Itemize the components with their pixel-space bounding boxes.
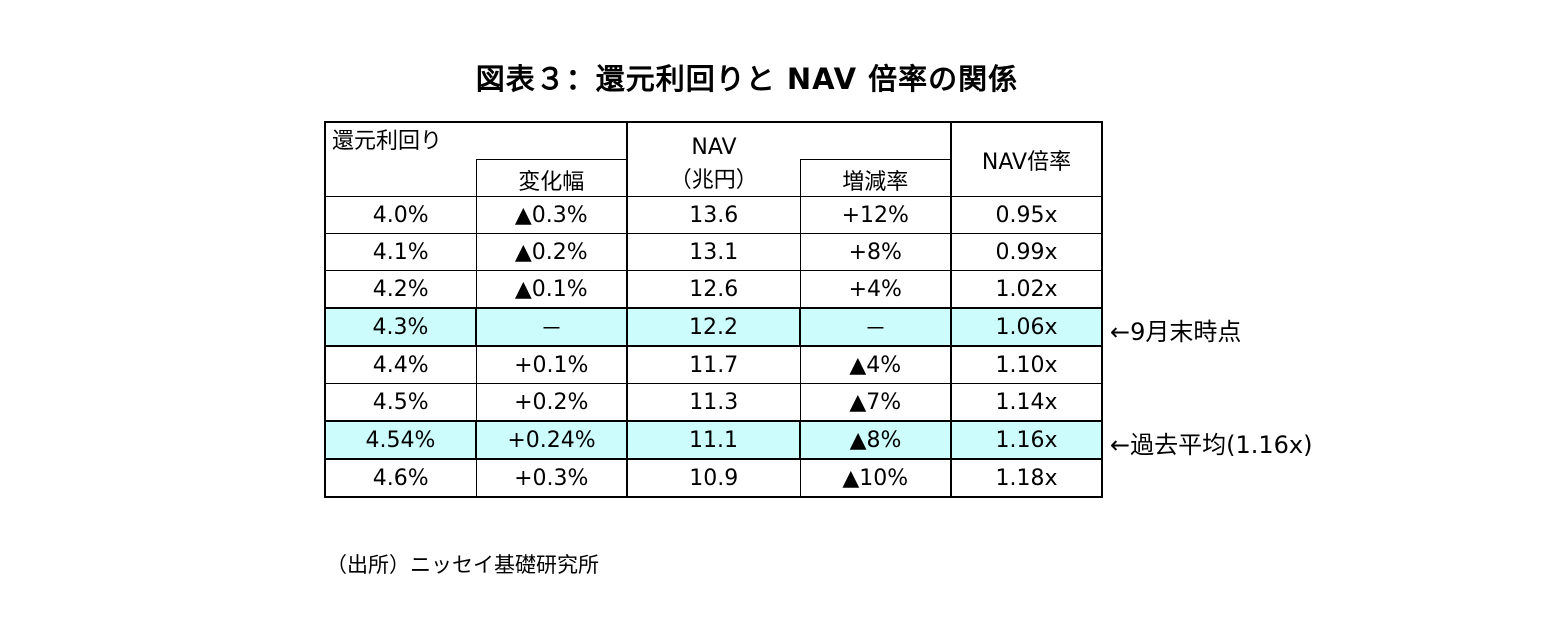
header-nav-unit: （兆円） — [626, 159, 801, 197]
cell-nav-change: +8% — [799, 233, 952, 271]
cell-nav-change: ▲10% — [799, 458, 952, 498]
header-nav-multiple: NAV倍率 — [950, 121, 1103, 197]
cell-yield-change: ▲0.1% — [475, 270, 628, 309]
cell-nav: 13.6 — [626, 196, 801, 234]
cell-yield-change: ▲0.3% — [475, 196, 628, 234]
table-row: 4.4% +0.1% 11.7 ▲4% 1.10x — [324, 345, 1103, 384]
table-row: 4.5% +0.2% 11.3 ▲7% 1.14x — [324, 383, 1103, 422]
header-nav-span — [800, 121, 952, 160]
header-yield-span — [476, 121, 628, 160]
cell-yield: 4.0% — [324, 196, 477, 234]
cell-yield-change: +0.1% — [475, 345, 628, 384]
nav-table: 還元利回り NAV NAV倍率 変化幅 （兆円） 増減率 4.0% ▲0.3% 13… — [324, 121, 1103, 498]
table-row: 4.3% － 12.2 － 1.06x — [324, 307, 1103, 347]
header-yield-blank — [324, 159, 477, 197]
cell-nav: 11.7 — [626, 345, 801, 384]
cell-nav-multiple: 0.99x — [950, 233, 1103, 271]
header-yield-change: 変化幅 — [475, 159, 628, 197]
cell-yield: 4.4% — [324, 345, 477, 384]
cell-nav-multiple: 1.06x — [950, 307, 1103, 347]
cell-nav-change: ▲8% — [799, 420, 952, 460]
cell-yield: 4.5% — [324, 383, 477, 422]
cell-yield: 4.2% — [324, 270, 477, 309]
cell-nav-change: ▲7% — [799, 383, 952, 422]
cell-yield-change: － — [475, 307, 628, 347]
cell-nav: 12.2 — [626, 307, 801, 347]
header-nav-change: 増減率 — [799, 159, 952, 197]
cell-nav-multiple: 1.02x — [950, 270, 1103, 309]
cell-nav: 11.3 — [626, 383, 801, 422]
cell-yield: 4.6% — [324, 458, 477, 498]
row-annotation: ←過去平均(1.16x) — [1110, 431, 1313, 459]
cell-nav: 13.1 — [626, 233, 801, 271]
cell-yield-change: +0.24% — [475, 420, 628, 460]
cell-nav-multiple: 1.18x — [950, 458, 1103, 498]
header-yield: 還元利回り — [324, 121, 476, 160]
table-row: 4.6% +0.3% 10.9 ▲10% 1.18x — [324, 458, 1103, 498]
chart-title: 図表３：還元利回りと NAV 倍率の関係 — [475, 62, 1019, 96]
cell-nav-multiple: 0.95x — [950, 196, 1103, 234]
table-row: 4.0% ▲0.3% 13.6 +12% 0.95x — [324, 196, 1103, 234]
cell-nav-change: － — [799, 307, 952, 347]
cell-yield-change: +0.3% — [475, 458, 628, 498]
cell-yield: 4.3% — [324, 307, 477, 347]
cell-yield: 4.1% — [324, 233, 477, 271]
cell-nav: 12.6 — [626, 270, 801, 309]
row-annotation: ←9月末時点 — [1110, 318, 1242, 346]
cell-nav-change: ▲4% — [799, 345, 952, 384]
header-nav: NAV — [626, 121, 800, 160]
table-row: 4.54% +0.24% 11.1 ▲8% 1.16x — [324, 420, 1103, 460]
header-row-2: 変化幅 （兆円） 増減率 — [324, 159, 1102, 197]
table-row: 4.2% ▲0.1% 12.6 +4% 1.02x — [324, 270, 1103, 309]
cell-yield-change: +0.2% — [475, 383, 628, 422]
cell-yield: 4.54% — [324, 420, 477, 460]
table-row: 4.1% ▲0.2% 13.1 +8% 0.99x — [324, 233, 1103, 271]
source-note: （出所）ニッセイ基礎研究所 — [326, 553, 599, 577]
cell-nav-change: +12% — [799, 196, 952, 234]
cell-yield-change: ▲0.2% — [475, 233, 628, 271]
cell-nav: 11.1 — [626, 420, 801, 460]
cell-nav-multiple: 1.10x — [950, 345, 1103, 384]
cell-nav: 10.9 — [626, 458, 801, 498]
cell-nav-multiple: 1.16x — [950, 420, 1103, 460]
cell-nav-multiple: 1.14x — [950, 383, 1103, 422]
header-row-1: 還元利回り NAV NAV倍率 — [324, 121, 1103, 197]
cell-nav-change: +4% — [799, 270, 952, 309]
